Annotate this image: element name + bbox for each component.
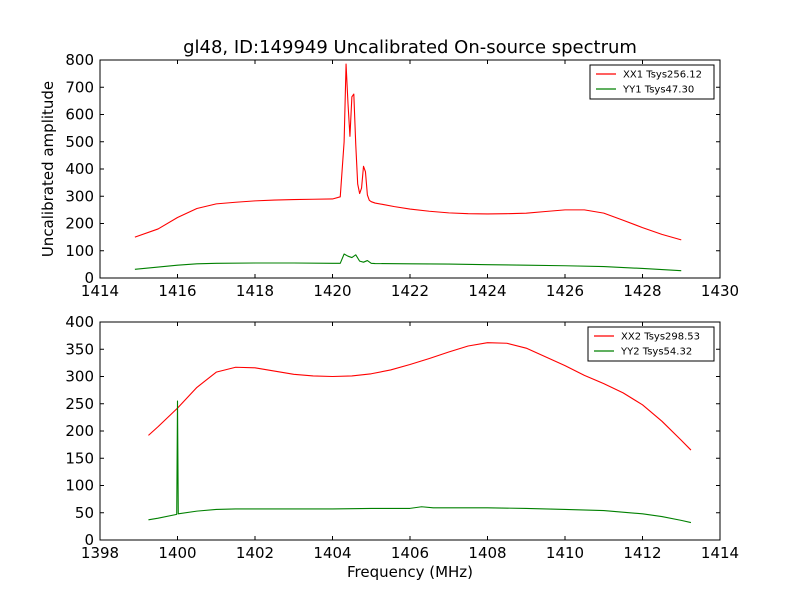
y-tick-label: 700	[65, 78, 94, 96]
legend-label-1: XX1 Tsys256.12	[623, 70, 702, 81]
x-tick-label: 1404	[313, 544, 351, 562]
x-tick-label: 1412	[623, 544, 661, 562]
y-tick-label: 300	[65, 187, 94, 205]
y-tick-label: 800	[65, 51, 94, 69]
legend-box	[589, 64, 715, 100]
y-tick-label: 200	[65, 422, 94, 440]
y-tick-label: 400	[65, 313, 94, 331]
y-tick-label: 300	[65, 368, 94, 386]
x-axis-label: Frequency (MHz)	[347, 563, 473, 581]
x-tick-label: 1414	[701, 544, 739, 562]
x-tick-label: 1428	[623, 282, 661, 300]
y-tick-label: 500	[65, 133, 94, 151]
series-line-2-1	[148, 342, 692, 451]
x-tick-label: 1422	[391, 282, 429, 300]
y-tick-label: 250	[65, 395, 94, 413]
x-tick-label: 1408	[468, 544, 506, 562]
y-tick-label: 100	[65, 477, 94, 495]
figure-title: gl48, ID:149949 Uncalibrated On-source s…	[183, 37, 637, 58]
x-tick-label: 1406	[391, 544, 429, 562]
series-line-1-2	[134, 253, 682, 272]
x-tick-label: 1400	[158, 544, 196, 562]
y-tick-label: 100	[65, 242, 94, 260]
y-tick-label: 350	[65, 340, 94, 358]
x-tick-label: 1424	[468, 282, 506, 300]
x-tick-label: 1426	[546, 282, 584, 300]
x-tick-label: 1418	[236, 282, 274, 300]
x-tick-label: 1402	[236, 544, 274, 562]
y-tick-label: 0	[84, 269, 94, 287]
legend-label-1: XX2 Tsys298.53	[621, 332, 700, 343]
series-line-1-1	[134, 63, 682, 241]
y-tick-label: 50	[75, 504, 94, 522]
legend-label-2: YY2 Tsys54.32	[620, 347, 692, 358]
y-tick-label: 0	[84, 531, 94, 549]
x-tick-label: 1410	[546, 544, 584, 562]
x-tick-label: 1416	[158, 282, 196, 300]
top-panel: 1414 1416 1418 1420 1422 1424 1426 1428 1430 0 100…	[65, 51, 739, 300]
x-tick-label: 1420	[313, 282, 351, 300]
x-tick-label: 1414	[81, 282, 119, 300]
y-axis-label: Uncalibrated amplitude	[39, 81, 57, 257]
legend-box	[587, 326, 715, 362]
x-tick-label: 1398	[81, 544, 119, 562]
y-tick-label: 400	[65, 160, 94, 178]
legend-label-2: YY1 Tsys47.30	[622, 85, 694, 96]
y-tick-label: 600	[65, 106, 94, 124]
y-tick-label: 150	[65, 449, 94, 467]
series-line-2-2	[148, 400, 692, 524]
bottom-panel: 1398 1400 1402 1404 1406 1408 1410 1412 1414 0 50 1…	[65, 313, 739, 562]
x-tick-label: 1430	[701, 282, 739, 300]
y-tick-label: 200	[65, 215, 94, 233]
